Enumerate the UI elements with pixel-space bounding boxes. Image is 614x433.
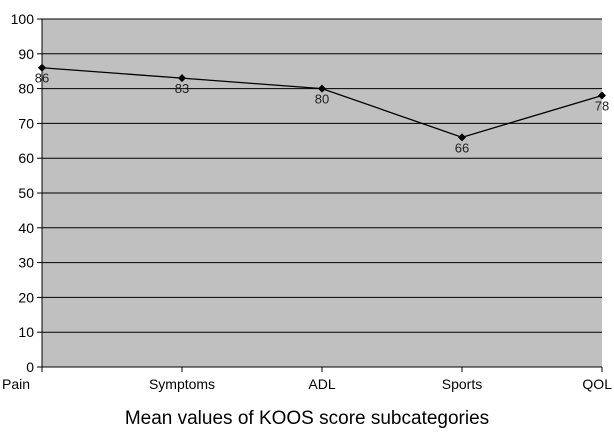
data-point [178, 74, 186, 83]
x-tick-labels: Pain Symptoms ADL Sports QOL [2, 376, 612, 392]
y-tick-label: 80 [18, 81, 34, 97]
x-tick-label: Pain [2, 376, 30, 392]
data-label: 83 [175, 81, 189, 96]
data-point [458, 133, 466, 142]
y-tick-label: 100 [11, 11, 35, 27]
data-point [38, 63, 46, 72]
data-label: 66 [455, 140, 469, 155]
y-tick-label: 70 [18, 115, 34, 131]
data-point [318, 84, 326, 93]
y-tick-label: 30 [18, 255, 34, 271]
y-tick-label: 20 [18, 289, 34, 305]
y-tick-label: 50 [18, 185, 34, 201]
data-label: 80 [315, 92, 329, 107]
x-axis-title: Mean values of KOOS score subcategories [125, 408, 489, 429]
x-tick-label: QOL [582, 376, 612, 392]
x-tick-label: Symptoms [149, 376, 215, 392]
y-tick-label: 40 [18, 220, 34, 236]
y-tick-label: 10 [18, 324, 34, 340]
x-tick-label: ADL [308, 376, 335, 392]
series [38, 63, 606, 142]
y-tick-label: 0 [26, 359, 34, 375]
data-label: 86 [35, 71, 49, 86]
gridlines [42, 18, 602, 368]
axes [37, 18, 603, 372]
y-tick-labels: 0 10 20 30 40 50 60 70 80 90 100 [11, 11, 35, 375]
y-tick-label: 90 [18, 46, 34, 62]
data-point [598, 91, 606, 100]
x-tick-label: Sports [442, 376, 482, 392]
data-labels: 86 83 80 66 78 [35, 71, 609, 156]
data-label: 78 [595, 99, 609, 114]
y-tick-label: 60 [18, 150, 34, 166]
